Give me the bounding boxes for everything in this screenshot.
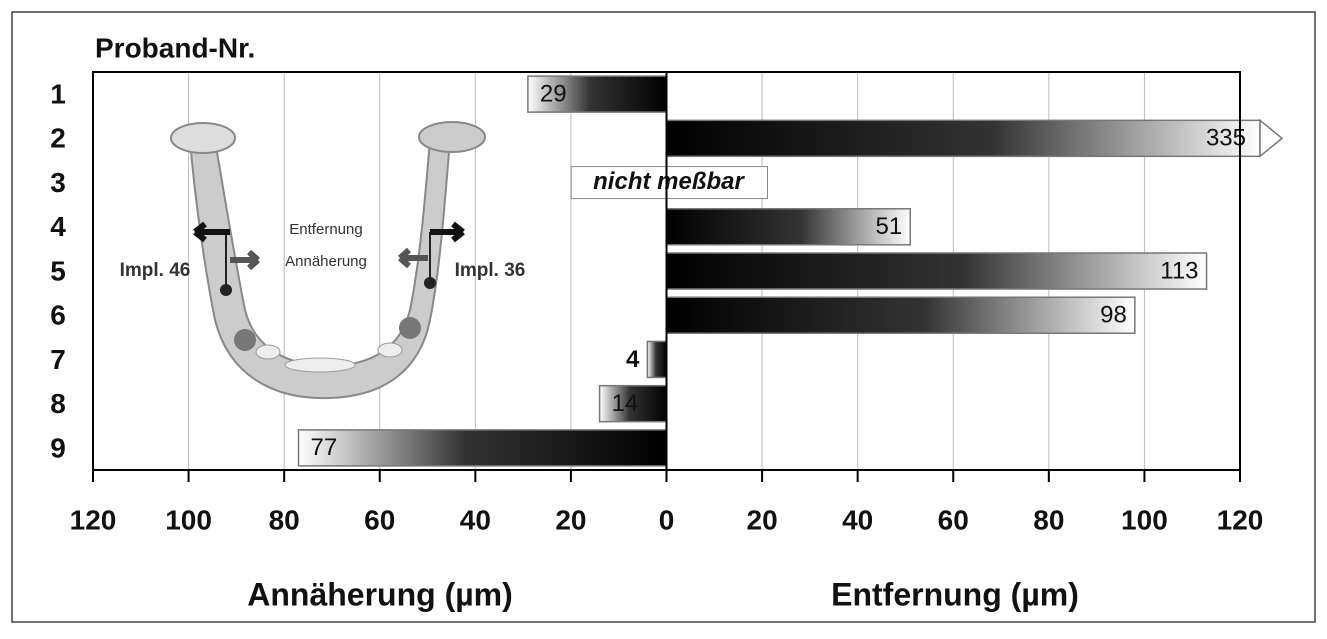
x-tick-label: 60 xyxy=(364,504,395,535)
x-tick-label: 120 xyxy=(1217,504,1264,535)
bar xyxy=(647,341,666,377)
jaw-diagram: Entfernung Annäherung Impl. 46 Impl. 36 xyxy=(120,122,526,398)
x-tick-label: 120 xyxy=(70,504,117,535)
value-label: 51 xyxy=(876,213,903,240)
x-tick-label: 40 xyxy=(842,504,873,535)
x-tick-label: 0 xyxy=(659,504,675,535)
value-label: 98 xyxy=(1100,302,1127,329)
x-tick-label: 40 xyxy=(460,504,491,535)
y-tick-label: 8 xyxy=(50,388,66,419)
value-label: 4 xyxy=(626,346,640,373)
x-tick-label: 80 xyxy=(1033,504,1064,535)
value-label: 14 xyxy=(612,390,639,417)
chart: Entfernung Annäherung Impl. 46 Impl. 36 … xyxy=(0,0,1327,634)
x-tick-label: 20 xyxy=(555,504,586,535)
x-tick-label: 80 xyxy=(269,504,300,535)
y-axis-title: Proband-Nr. xyxy=(95,32,255,63)
y-tick-label: 2 xyxy=(50,123,66,154)
x-tick-label: 60 xyxy=(938,504,969,535)
y-tick-label: 5 xyxy=(50,255,66,286)
y-tick-label: 1 xyxy=(50,79,66,110)
overflow-arrow xyxy=(1260,120,1282,156)
x-tick-label: 100 xyxy=(165,504,212,535)
value-label: 77 xyxy=(311,434,338,461)
x-tick-label: 20 xyxy=(747,504,778,535)
value-label: 113 xyxy=(1160,257,1198,284)
bar xyxy=(299,430,667,466)
inset-label: Entfernung xyxy=(289,221,362,238)
inset-label: Impl. 36 xyxy=(455,260,526,281)
y-tick-label: 7 xyxy=(50,344,66,375)
y-tick-label: 6 xyxy=(50,300,66,331)
inset-label: Impl. 46 xyxy=(120,260,191,281)
x-axis-title-right: Entfernung (µm) xyxy=(831,576,1079,612)
y-tick-label: 3 xyxy=(50,167,66,198)
bar xyxy=(667,253,1207,289)
x-axis-title-left: Annäherung (µm) xyxy=(247,576,513,612)
bar xyxy=(667,297,1135,333)
y-tick-label: 9 xyxy=(50,432,66,463)
y-tick-label: 4 xyxy=(50,211,66,242)
value-label: nicht meßbar xyxy=(593,168,745,195)
inset-label: Annäherung xyxy=(285,253,367,270)
value-label: 29 xyxy=(540,80,567,107)
x-tick-label: 100 xyxy=(1121,504,1168,535)
bar xyxy=(667,209,911,245)
bar xyxy=(667,120,1261,156)
